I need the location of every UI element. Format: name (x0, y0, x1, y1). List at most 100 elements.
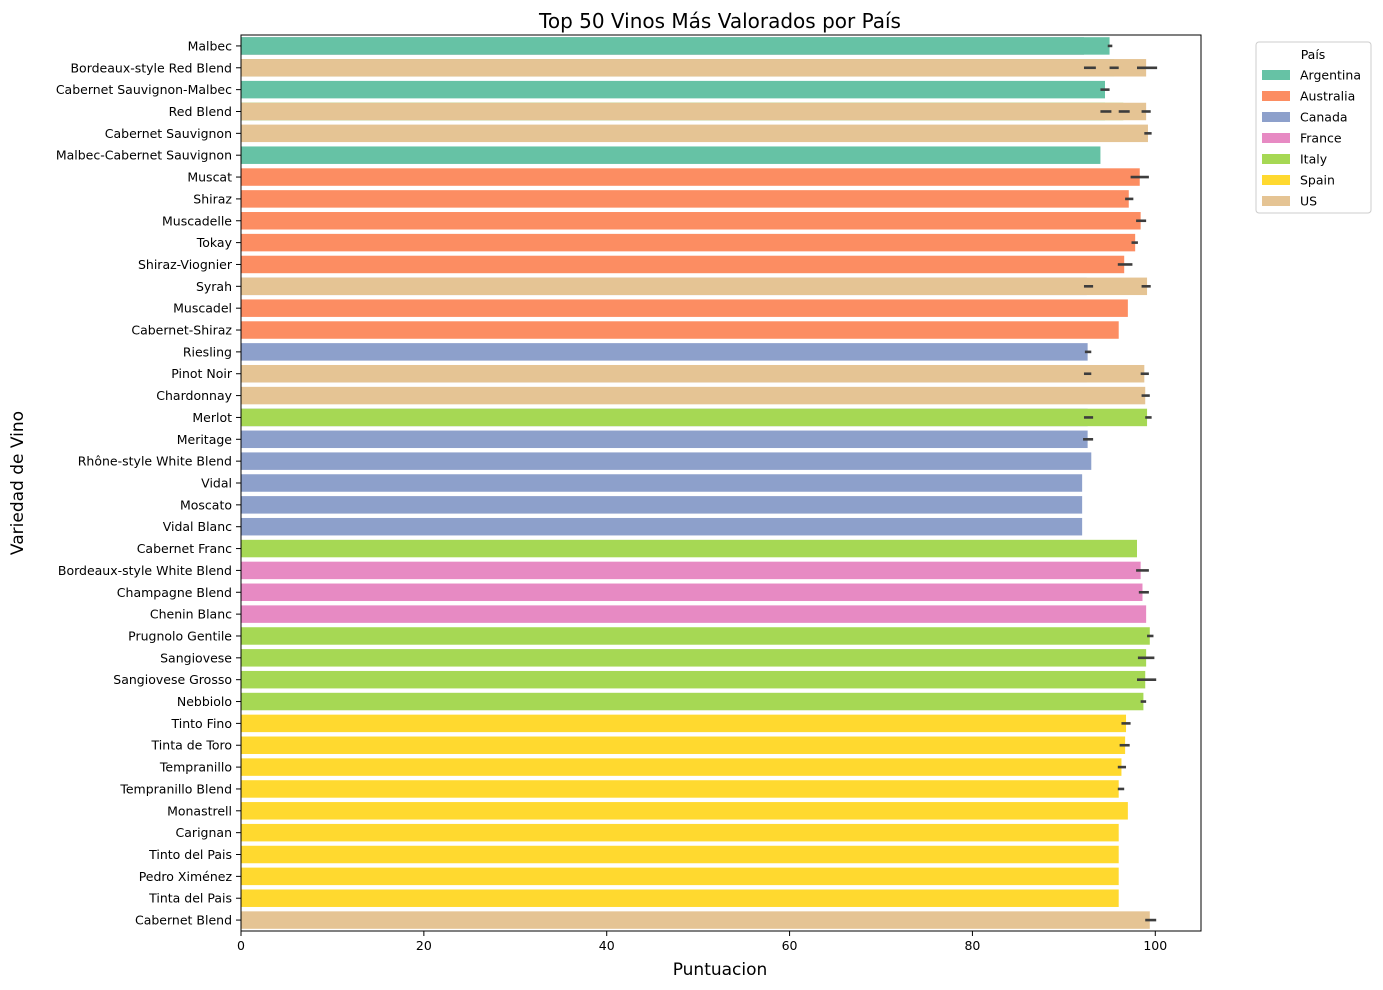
y-tick-label: Cabernet Sauvignon-Malbec (56, 82, 232, 97)
y-tick-label: Riesling (183, 344, 232, 359)
bar (241, 758, 1122, 776)
legend: País Argentina Australia Canada France Italy… (1255, 41, 1372, 214)
bar (241, 59, 1147, 77)
bar (241, 583, 1143, 602)
bar (241, 430, 1088, 449)
bar (241, 780, 1119, 798)
bar (241, 649, 1147, 667)
bar (241, 627, 1150, 645)
y-tick-label: Cabernet Sauvignon (105, 126, 232, 141)
y-tick-label: Nebbiolo (177, 694, 232, 709)
bar (241, 539, 1137, 558)
x-tick-label: 60 (782, 938, 798, 953)
bar (241, 168, 1140, 186)
bar (241, 386, 1146, 405)
bar (241, 714, 1127, 733)
errorbars-layer (1083, 44, 1158, 922)
y-tick-label: Syrah (196, 279, 232, 294)
y-tick-label: Pinot Noir (171, 366, 233, 381)
legend-swatch (1262, 154, 1290, 164)
y-tick-label: Prugnolo Gentile (128, 628, 232, 643)
bar (241, 474, 1083, 492)
bar (241, 212, 1141, 230)
y-tick-label: Tinto Fino (171, 716, 233, 731)
bar (241, 889, 1119, 907)
y-tick-label: Tinta del Pais (148, 891, 232, 906)
legend-swatch (1262, 175, 1290, 185)
bar (241, 692, 1144, 711)
y-tick-label: Carignan (176, 825, 232, 840)
y-tick-label: Cabernet Franc (137, 541, 232, 556)
bar (241, 605, 1147, 623)
bar (241, 823, 1119, 842)
x-tick-label: 20 (416, 938, 432, 953)
y-tick-label: Merlot (192, 410, 232, 425)
bar (241, 37, 1110, 55)
y-tick-label: Bordeaux-style White Blend (58, 563, 232, 578)
y-tick-label: Chenin Blanc (150, 607, 232, 622)
bar (241, 802, 1128, 820)
y-tick-label: Vidal (201, 476, 232, 491)
bar (241, 190, 1129, 208)
bar (241, 867, 1119, 886)
bar (241, 233, 1136, 252)
y-tick-label: Vidal Blanc (163, 519, 232, 534)
bar (241, 80, 1105, 99)
y-tick-label: Sangiovese Grosso (113, 672, 232, 687)
y-axis: Malbec Bordeaux-style Red Blend Cabernet S… (56, 38, 241, 928)
legend-label: US (1300, 194, 1317, 209)
y-tick-label: Bordeaux-style Red Blend (70, 60, 232, 75)
y-tick-label: Pedro Ximénez (139, 869, 233, 884)
bar (241, 255, 1125, 274)
bar (241, 146, 1101, 164)
x-axis: 0 20 40 60 80 100 (237, 931, 1167, 953)
y-tick-label: Muscadel (173, 301, 232, 316)
chart-title: Top 50 Vinos Más Valorados por País (538, 9, 901, 33)
y-tick-label: Malbec-Cabernet Sauvignon (56, 148, 232, 163)
x-tick-label: 0 (237, 938, 245, 953)
bars-layer (241, 37, 1150, 929)
legend-swatch (1262, 196, 1290, 206)
x-axis-label: Puntuacion (673, 960, 768, 980)
y-tick-label: Cabernet Blend (135, 913, 232, 928)
y-tick-label: Cabernet-Shiraz (131, 323, 232, 338)
y-tick-label: Tempranillo Blend (119, 781, 232, 796)
y-tick-label: Shiraz-Viognier (138, 257, 233, 272)
y-tick-label: Meritage (177, 432, 233, 447)
y-axis-label: Variedad de Vino (8, 411, 28, 555)
y-tick-label: Moscato (180, 497, 232, 512)
legend-title: País (1301, 47, 1326, 62)
bar (241, 496, 1083, 514)
legend-label: Spain (1300, 173, 1335, 188)
bar (241, 517, 1083, 536)
y-tick-label: Tempranillo (159, 760, 232, 775)
bar (241, 736, 1126, 754)
legend-label: Argentina (1300, 68, 1361, 83)
y-tick-label: Red Blend (169, 104, 232, 119)
y-tick-label: Tokay (196, 235, 233, 250)
y-tick-label: Rhône-style White Blend (78, 454, 232, 469)
y-tick-label: Tinto del Pais (148, 847, 232, 862)
bar (241, 277, 1148, 296)
legend-label: Italy (1300, 152, 1328, 167)
bar (241, 911, 1150, 929)
y-tick-label: Muscat (187, 170, 232, 185)
legend-swatch (1262, 91, 1290, 101)
x-tick-label: 40 (599, 938, 615, 953)
y-tick-label: Malbec (188, 38, 233, 53)
y-tick-label: Chardonnay (156, 388, 232, 403)
legend-label: Australia (1300, 89, 1355, 104)
x-tick-label: 80 (964, 938, 980, 953)
legend-label: France (1300, 131, 1342, 146)
y-tick-label: Shiraz (193, 191, 232, 206)
y-tick-label: Sangiovese (160, 650, 232, 665)
legend-swatch (1262, 133, 1290, 143)
x-tick-label: 100 (1143, 938, 1167, 953)
bar (241, 364, 1145, 383)
bar (241, 452, 1092, 470)
legend-items: Argentina Australia Canada France Italy Spain… (1262, 68, 1361, 209)
legend-swatch (1262, 70, 1290, 80)
legend-frame (1255, 41, 1372, 214)
bar (241, 299, 1128, 317)
